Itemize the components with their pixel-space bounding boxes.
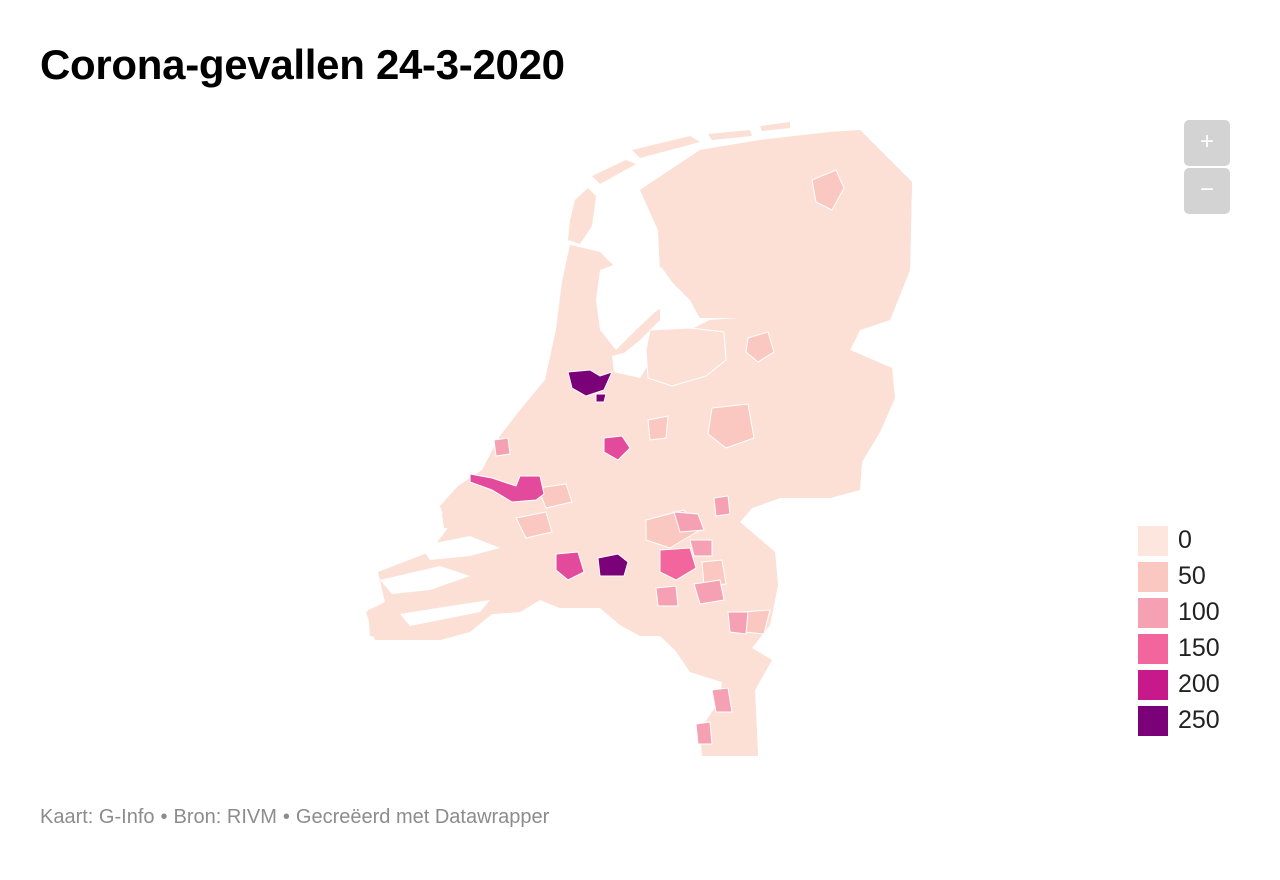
legend-label: 50 [1178, 562, 1206, 590]
map-credit: Kaart: G-Info [40, 806, 155, 828]
color-legend: 0 50 100 150 200 250 [1138, 522, 1258, 738]
municipality-rotterdam[interactable] [469, 473, 545, 503]
legend-swatch [1138, 670, 1168, 700]
municipality-zwolle[interactable] [745, 331, 775, 363]
footer-credits: Kaart: G-Info • Bron: RIVM • Gecreëerd met D… [40, 804, 549, 830]
municipality-helmond[interactable] [693, 579, 725, 605]
island-texel[interactable] [568, 188, 596, 244]
flevoland-polder[interactable] [645, 327, 727, 387]
island-terschelling[interactable] [632, 136, 700, 158]
municipality-apeldoorn[interactable] [707, 403, 755, 449]
municipality-amsterdam[interactable] [567, 369, 613, 397]
municipality-heerlen[interactable] [711, 687, 733, 713]
legend-swatch [1138, 634, 1168, 664]
hotspots [469, 369, 697, 581]
municipality-amersfoort[interactable] [647, 415, 669, 441]
municipality-dordrecht[interactable] [515, 511, 553, 539]
municipality-gouda[interactable] [537, 483, 573, 509]
municipality-roermond[interactable] [727, 611, 749, 635]
legend-label: 100 [1178, 598, 1220, 626]
markermeer-water [612, 350, 650, 378]
legend-swatch [1138, 706, 1168, 736]
municipality-breda[interactable] [555, 551, 585, 581]
legend-label: 200 [1178, 670, 1220, 698]
legend-item: 250 [1138, 702, 1258, 738]
municipality-assen[interactable] [811, 169, 845, 211]
page-title: Corona-gevallen 24-3-2020 [40, 41, 565, 88]
legend-swatch [1138, 562, 1168, 592]
municipality-tilburg[interactable] [597, 553, 629, 577]
footer-separator: • [282, 806, 290, 828]
datawrapper-credit[interactable]: Gecreëerd met Datawrapper [295, 806, 550, 828]
region-100-band [493, 437, 749, 745]
footer-separator: • [160, 806, 168, 828]
municipality-eindhoven[interactable] [659, 547, 697, 581]
zoom-in-button[interactable]: + [1184, 120, 1230, 166]
island-ameland[interactable] [708, 130, 752, 140]
legend-item: 100 [1138, 594, 1258, 630]
legend-swatch [1138, 526, 1168, 556]
municipality-oss[interactable] [673, 511, 705, 533]
zeeland-water-2 [420, 536, 500, 560]
legend-label: 0 [1178, 526, 1192, 554]
legend-item: 0 [1138, 522, 1258, 558]
source-credit: Bron: RIVM [173, 806, 277, 828]
ijsselmeer-water [596, 255, 682, 350]
legend-item: 150 [1138, 630, 1258, 666]
legend-swatch [1138, 598, 1168, 628]
legend-item: 50 [1138, 558, 1258, 594]
legend-label: 150 [1178, 634, 1220, 662]
municipality-veldhoven[interactable] [655, 585, 679, 607]
municipality-leiden[interactable] [493, 437, 511, 457]
zeeland-schouwen[interactable] [442, 508, 500, 530]
municipality-arnhem[interactable] [713, 495, 731, 517]
municipality-amstelveen[interactable] [595, 393, 607, 403]
island-vlieland[interactable] [592, 160, 636, 184]
legend-item: 200 [1138, 666, 1258, 702]
zeeland-walcheren[interactable] [368, 600, 428, 640]
municipality-maastricht[interactable] [695, 721, 713, 745]
municipality-utrecht[interactable] [603, 435, 631, 461]
municipality-uden[interactable] [689, 539, 713, 557]
legend-label: 250 [1178, 706, 1220, 734]
island-schiermonnikoog[interactable] [760, 122, 790, 131]
zeeland-water-1 [380, 566, 470, 594]
netherlands-map [366, 122, 912, 756]
westerschelde-water [400, 600, 490, 626]
zoom-out-button[interactable]: − [1184, 168, 1230, 214]
